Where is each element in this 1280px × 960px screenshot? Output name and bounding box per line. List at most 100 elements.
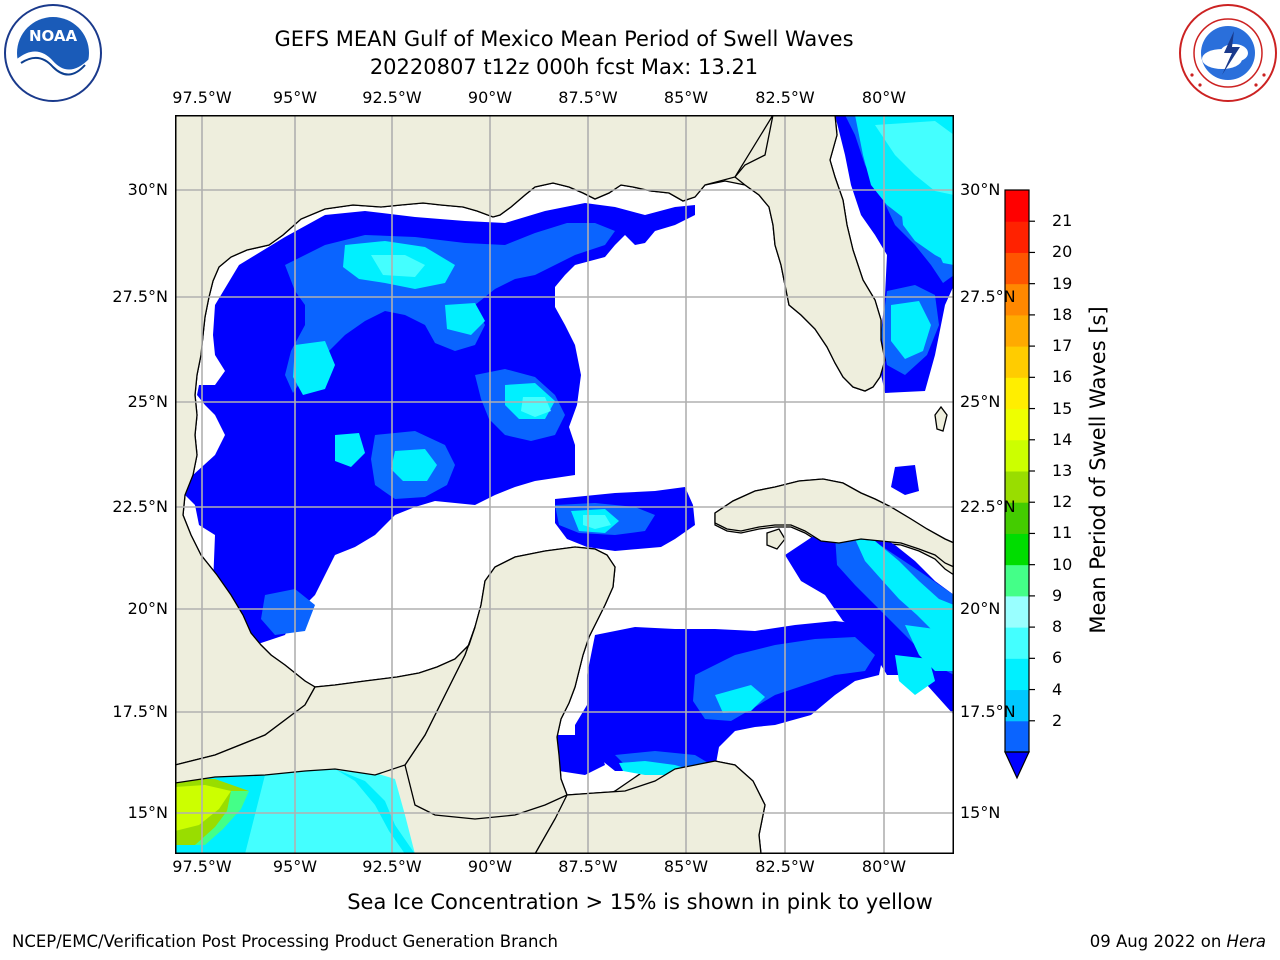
colorbar-tick-label: 21	[1052, 211, 1073, 231]
land-isla-juventud	[766, 528, 786, 550]
colorbar-segment	[1005, 658, 1029, 691]
lon-label-top: 97.5°W	[172, 88, 232, 107]
colorbar-tick-label: 9	[1052, 585, 1063, 605]
swell-8-9-pacific	[245, 769, 405, 854]
colorbar-segment	[1005, 190, 1029, 222]
sea-ice-note: Sea Ice Concentration > 15% is shown in …	[347, 890, 933, 914]
colorbar-tick-label: 17	[1052, 336, 1073, 356]
swell-2-4-honduras-patch	[555, 735, 605, 775]
colorbar-label: Mean Period of Swell Waves [s]	[1086, 306, 1110, 634]
lat-label-left: 20°N	[127, 599, 168, 618]
colorbar-tick-label: 4	[1052, 679, 1063, 699]
lat-label-left: 27.5°N	[112, 287, 168, 306]
lat-label-right: 27.5°N	[960, 287, 1016, 306]
map-subtitle: 20220807 t12z 000h fcst Max: 13.21	[369, 55, 759, 79]
colorbar-segment	[1005, 283, 1029, 316]
lon-label-bottom: 80°W	[861, 857, 907, 876]
colorbar-tick-label: 8	[1052, 617, 1063, 637]
lat-label-right: 20°N	[960, 599, 1001, 618]
lat-label-left: 17.5°N	[112, 702, 168, 721]
map-panel	[175, 115, 954, 854]
lon-label-top: 95°W	[272, 88, 318, 107]
colorbar-segment	[1005, 689, 1029, 722]
swell-6-8-florida-strait	[891, 301, 931, 359]
map-title: GEFS MEAN Gulf of Mexico Mean Period of …	[274, 27, 854, 51]
colorbar-svg	[1004, 189, 1035, 780]
colorbar-segment	[1005, 720, 1029, 753]
colorbar-segment	[1005, 595, 1029, 628]
lat-label-right: 22.5°N	[960, 497, 1016, 516]
lat-label-left: 22.5°N	[112, 497, 168, 516]
colorbar-extend-triangle	[1004, 751, 1030, 780]
colorbar-segment	[1005, 408, 1029, 441]
lat-label-left: 30°N	[127, 180, 168, 199]
swell-10-11-pacific-band	[195, 791, 249, 845]
swell-6-8-atlantic-east	[901, 195, 954, 265]
swell-6-8-cayman	[895, 655, 935, 695]
swell-6-8-central-west	[293, 341, 335, 395]
lon-label-top: 80°W	[861, 88, 907, 107]
colorbar-tick-label: 12	[1052, 492, 1073, 512]
colorbar-tick-label: 10	[1052, 554, 1073, 574]
swell-13-14-pacific	[175, 785, 231, 831]
lon-label-top: 82.5°W	[755, 88, 815, 107]
nws-logo	[1178, 3, 1278, 103]
noaa-logo: NOAA	[3, 3, 103, 103]
swell-6-8-central	[445, 303, 485, 335]
colorbar	[995, 184, 1055, 784]
land-yucatan-overlay	[404, 546, 616, 820]
map-canvas	[175, 115, 954, 854]
lon-label-bottom: 85°W	[663, 857, 709, 876]
colorbar-segment	[1005, 221, 1029, 253]
swell-6-8-jamaica-east	[905, 625, 954, 671]
lon-label-top: 85°W	[663, 88, 709, 107]
graticule	[175, 115, 954, 854]
swell-8-9-north-gulf	[371, 255, 425, 277]
lat-label-left: 25°N	[127, 392, 168, 411]
colorbar-tick-label: 14	[1052, 429, 1073, 449]
colorbar-segment	[1005, 502, 1029, 534]
lat-label-right: 15°N	[960, 803, 1001, 822]
lon-label-bottom: 90°W	[467, 857, 513, 876]
land-gulf-coast-overlay	[175, 115, 835, 766]
land-overlay	[175, 115, 954, 854]
swell-6-8-east-caribbean	[855, 539, 954, 645]
swell-6-8-campeche	[391, 449, 437, 481]
lon-label-top: 90°W	[467, 88, 513, 107]
swell-4-6-west-campeche	[261, 589, 315, 635]
land-florida-overlay	[734, 115, 886, 392]
colorbar-tick-label: 13	[1052, 461, 1073, 480]
lat-label-right: 30°N	[960, 180, 1001, 199]
colorbar-tick-label: 18	[1052, 304, 1073, 324]
lon-label-bottom: 87.5°W	[558, 857, 618, 876]
swell-6-8-campeche-west	[335, 433, 365, 467]
colorbar-tick-label: 19	[1052, 273, 1073, 293]
colorbar-segment	[1005, 627, 1029, 659]
lat-label-left: 15°N	[127, 803, 168, 822]
footer-credit: NCEP/EMC/Verification Post Processing Pr…	[12, 932, 558, 951]
colorbar-tick-label: 20	[1052, 242, 1073, 262]
land-andros	[934, 405, 948, 432]
swell-field	[175, 115, 954, 854]
colorbar-segment	[1005, 252, 1029, 285]
land-southwest-mexico	[175, 626, 476, 784]
lon-label-bottom: 82.5°W	[755, 857, 815, 876]
lon-label-top: 87.5°W	[558, 88, 618, 107]
swell-8-9-yucatan	[583, 515, 611, 529]
colorbar-segment	[1005, 533, 1029, 566]
colorbar-tick-label: 11	[1052, 523, 1073, 543]
lon-label-bottom: 97.5°W	[172, 857, 232, 876]
colorbar-segment	[1005, 346, 1029, 378]
lon-label-bottom: 95°W	[272, 857, 318, 876]
colorbar-segment	[1005, 564, 1029, 597]
colorbar-segment	[1005, 439, 1029, 472]
footer-host: Hera	[1226, 932, 1266, 951]
map-frame	[175, 115, 954, 854]
land-cuba-overlay	[714, 478, 954, 568]
footer-date: 09 Aug 2022 on	[1089, 932, 1227, 951]
colorbar-segment	[1005, 471, 1029, 503]
lon-label-bottom: 92.5°W	[362, 857, 422, 876]
lon-label-top: 92.5°W	[362, 88, 422, 107]
colorbar-tick-label: 6	[1052, 648, 1063, 668]
land-honduras-overlay	[534, 760, 766, 854]
